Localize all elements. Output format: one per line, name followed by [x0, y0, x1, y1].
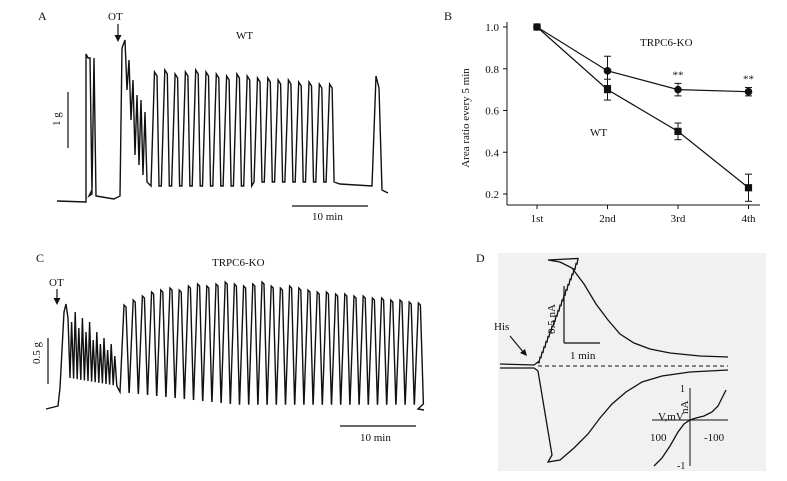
panel-a-letter: A [38, 9, 47, 23]
panel-d-background [498, 253, 766, 471]
panel-c-letter: C [36, 251, 44, 265]
x-tick-label: 3rd [671, 213, 686, 225]
iv-inset-y-title: nA [679, 401, 691, 415]
significance-marker: ** [743, 74, 754, 86]
panel-d-current-trace [499, 257, 729, 463]
arrow-down-icon [114, 24, 122, 42]
legend-label-wt: WT [590, 127, 607, 139]
panel-a-contraction-trace [56, 39, 389, 203]
y-tick-label: 1.0 [485, 22, 499, 34]
iv-inset-top-tick-label: 1 [680, 384, 685, 395]
iv-inset-right-tick-label: -100 [704, 432, 725, 444]
panel-a-scale-x-label: 10 min [312, 211, 343, 223]
panel-c-scale-y-label: 0.5 g [31, 342, 43, 365]
data-point-circle [603, 67, 612, 75]
y-tick-label: 0.6 [485, 106, 499, 118]
x-tick-label: 2nd [599, 213, 616, 225]
iv-inset-left-tick-label: 100 [650, 432, 667, 444]
series-line-trpc6-ko [536, 26, 749, 93]
x-tick-label: 4th [741, 213, 756, 225]
data-point-circle [744, 87, 753, 96]
x-tick-label: 1st [531, 213, 544, 225]
data-point-square [674, 127, 682, 135]
panel-d-scale-y-label: 0.5 nA [546, 304, 558, 334]
panel-a-scale-y-label: 1 g [51, 112, 63, 126]
panel-c: C TRPC6-KO OT 0.5 g 10 min [31, 251, 425, 444]
y-tick-label: 0.8 [485, 64, 499, 76]
legend-label-trpc6-ko: TRPC6-KO [640, 37, 693, 49]
panel-d-scale-x-label: 1 min [570, 350, 596, 362]
series-line-wt [536, 26, 749, 189]
data-point-square [603, 86, 612, 94]
y-axis-title: Area ratio every 5 min [460, 68, 472, 168]
axis-ticks: 0.2 0.4 0.6 0.8 1.0 1st 2nd 3rd 4th [485, 22, 756, 225]
panel-a-genotype-label: WT [236, 30, 253, 42]
panel-c-stimulus-label: OT [49, 277, 64, 289]
iv-inset-curve [653, 389, 727, 467]
panel-b-chart: B Area ratio every 5 min 0.2 0.4 0.6 0.8 1.0… [444, 9, 760, 225]
panel-d-stimulus-label: His [494, 321, 509, 333]
iv-inset-x-title: V,mV [658, 411, 684, 423]
panel-a: A OT WT 1 g 10 min [38, 9, 389, 223]
data-point-square [533, 23, 541, 31]
arrow-diagonal-icon [509, 335, 527, 356]
panel-d: D His 0.5 nA 1 min 1 -1 nA V,mV 100 -100 [476, 251, 766, 472]
iv-inset-bottom-tick-label: -1 [677, 461, 685, 472]
y-tick-label: 0.2 [485, 189, 499, 201]
data-point-square [744, 184, 753, 192]
panel-b-letter: B [444, 9, 452, 23]
panel-a-stimulus-label: OT [108, 11, 123, 23]
significance-marker: ** [673, 69, 684, 81]
data-marks: ** ** [533, 23, 754, 202]
arrow-down-icon [53, 289, 61, 305]
panel-c-contraction-trace [45, 280, 425, 411]
panel-c-genotype-label: TRPC6-KO [212, 257, 265, 269]
data-point-circle [674, 85, 682, 94]
panel-c-scale-x-label: 10 min [360, 432, 391, 444]
y-tick-label: 0.4 [485, 147, 499, 159]
panel-d-letter: D [476, 251, 485, 265]
